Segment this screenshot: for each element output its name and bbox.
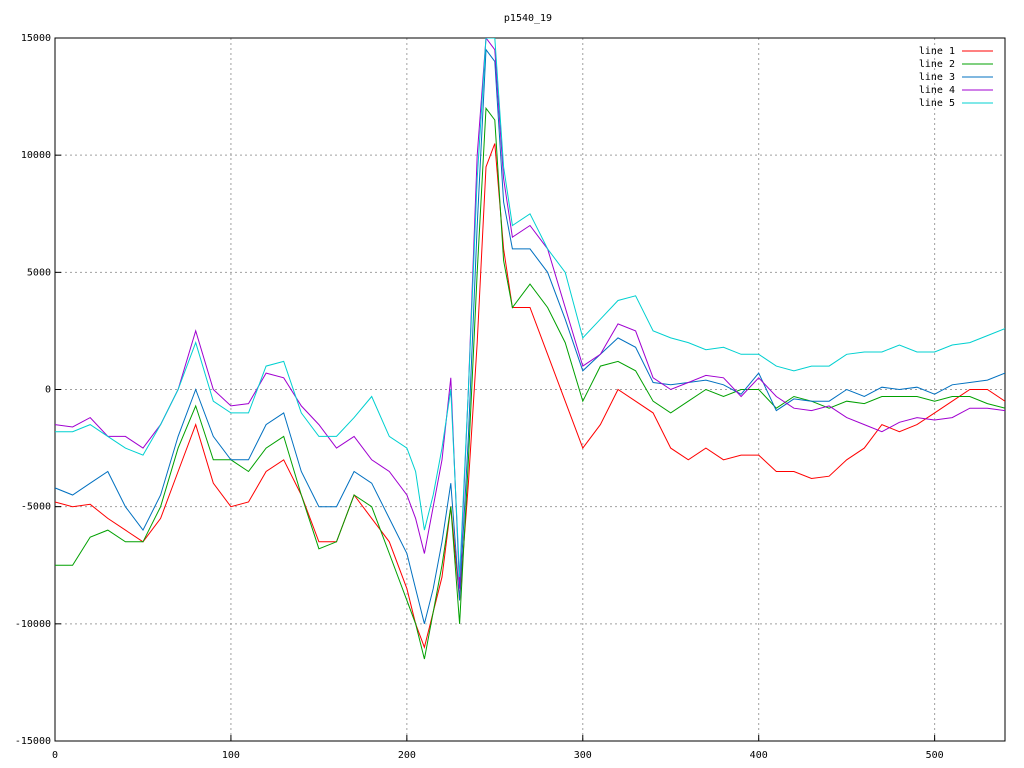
y-tick-label: -5000 xyxy=(21,502,51,513)
x-tick-label: 200 xyxy=(398,750,416,761)
x-tick-label: 400 xyxy=(750,750,768,761)
y-tick-label: -15000 xyxy=(15,736,51,747)
legend-label: line 3 xyxy=(919,72,955,83)
legend-label: line 4 xyxy=(919,85,955,96)
y-tick-label: 0 xyxy=(45,385,51,396)
x-tick-label: 0 xyxy=(52,750,58,761)
x-tick-label: 300 xyxy=(574,750,592,761)
legend-label: line 2 xyxy=(919,59,955,70)
data-line xyxy=(55,38,1005,589)
data-line xyxy=(55,143,1005,649)
y-tick-label: 10000 xyxy=(21,150,51,161)
data-line xyxy=(55,48,1005,624)
y-tick-label: 5000 xyxy=(27,267,51,278)
chart-title: p1540_19 xyxy=(504,13,552,24)
x-tick-label: 100 xyxy=(222,750,240,761)
y-tick-label: 15000 xyxy=(21,33,51,44)
data-line xyxy=(55,38,1005,578)
x-tick-label: 500 xyxy=(926,750,944,761)
legend-label: line 5 xyxy=(919,98,955,109)
plot-frame xyxy=(54,37,1006,742)
data-line xyxy=(55,106,1005,660)
y-tick-label: -10000 xyxy=(15,619,51,630)
legend-label: line 1 xyxy=(919,46,955,57)
